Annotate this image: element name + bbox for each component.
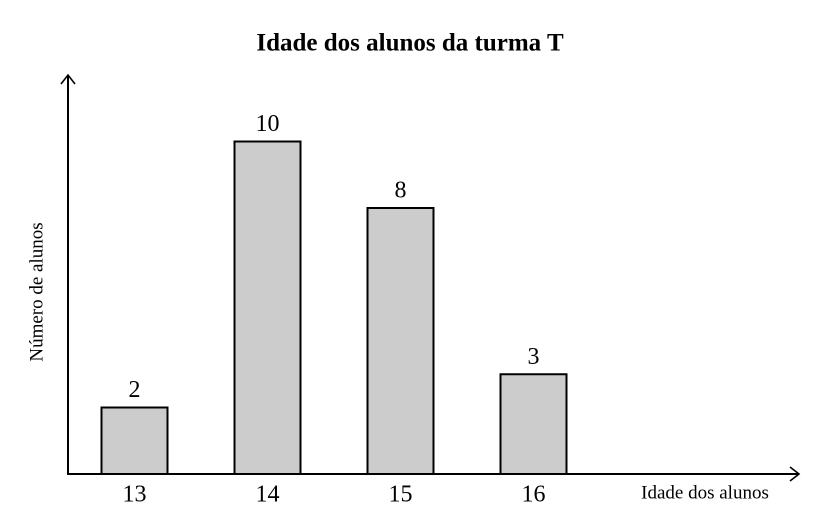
value-label: 3 [528, 344, 540, 370]
x-tick-label: 14 [256, 482, 280, 508]
value-label: 8 [395, 178, 407, 204]
x-tick-label: 15 [389, 482, 413, 508]
value-label: 2 [129, 377, 141, 403]
x-axis-label: Idade dos alunos [641, 482, 769, 503]
bar [233, 140, 302, 475]
bar [100, 406, 169, 475]
x-tick-label: 13 [123, 482, 147, 508]
bar [366, 207, 435, 475]
x-axis-arrow [789, 466, 801, 482]
y-axis-arrow [60, 73, 76, 85]
y-axis-label: Número de alunos [26, 222, 47, 361]
chart-title: Idade dos alunos da turma T [256, 30, 564, 57]
bar [499, 373, 568, 475]
value-label: 10 [256, 111, 280, 137]
x-tick-label: 16 [522, 482, 546, 508]
